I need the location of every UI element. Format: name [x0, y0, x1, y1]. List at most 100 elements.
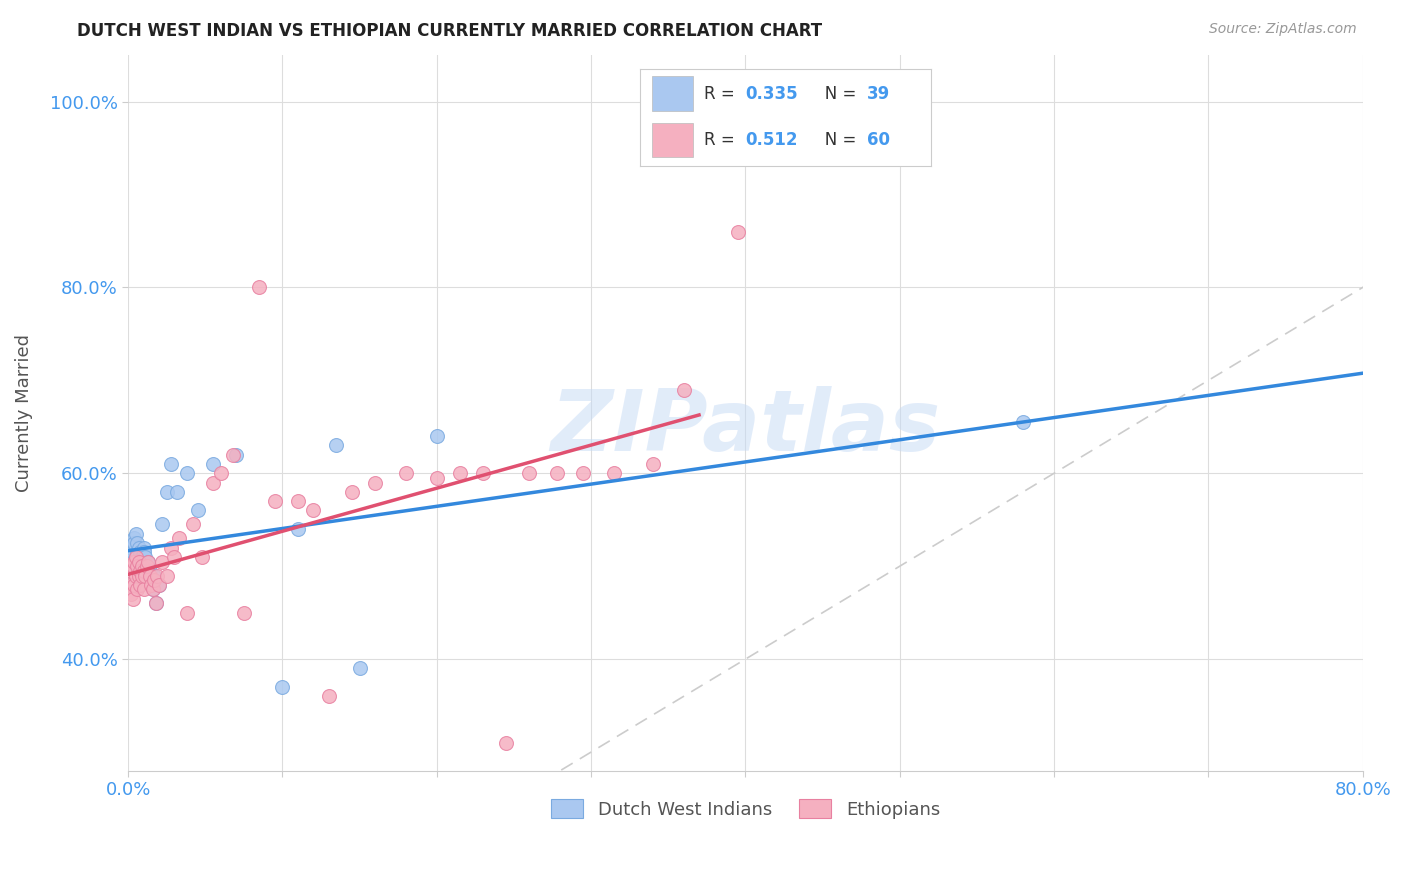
Point: [546, 467, 568, 481]
Point: [118, 578, 141, 592]
Point: [138, 564, 160, 578]
Point: [120, 541, 142, 555]
Point: [127, 559, 149, 574]
Point: [146, 568, 169, 582]
Point: [318, 690, 340, 704]
Point: [129, 564, 152, 578]
Point: [209, 467, 232, 481]
Point: [1012, 415, 1035, 429]
Point: [191, 549, 214, 564]
Point: [131, 555, 153, 569]
Point: [129, 578, 152, 592]
Point: [166, 484, 188, 499]
Point: [141, 578, 163, 592]
Point: [121, 591, 143, 606]
Point: [132, 564, 155, 578]
Legend: Dutch West Indians, Ethiopians: Dutch West Indians, Ethiopians: [543, 792, 948, 826]
Point: [122, 555, 145, 569]
Point: [727, 225, 749, 239]
Point: [138, 568, 160, 582]
Point: [145, 596, 167, 610]
Point: [134, 549, 156, 564]
Point: [136, 555, 159, 569]
Point: [167, 532, 190, 546]
Point: [325, 438, 347, 452]
Point: [127, 536, 149, 550]
Point: [132, 541, 155, 555]
Point: [121, 545, 143, 559]
Point: [129, 545, 152, 559]
Point: [131, 549, 153, 564]
Y-axis label: Currently Married: Currently Married: [15, 334, 32, 491]
Point: [125, 568, 148, 582]
Point: [120, 587, 142, 601]
Point: [129, 559, 152, 574]
Point: [287, 494, 309, 508]
Point: [572, 467, 595, 481]
Point: [125, 549, 148, 564]
Point: [122, 578, 145, 592]
Point: [472, 467, 495, 481]
Point: [131, 568, 153, 582]
Point: [145, 596, 167, 610]
Point: [247, 280, 270, 294]
Point: [201, 457, 224, 471]
Point: [395, 467, 418, 481]
Text: Source: ZipAtlas.com: Source: ZipAtlas.com: [1209, 22, 1357, 37]
Point: [142, 582, 165, 597]
Point: [349, 661, 371, 675]
Point: [131, 559, 153, 574]
Point: [143, 568, 166, 582]
Point: [176, 606, 198, 620]
Point: [135, 559, 157, 574]
Point: [181, 517, 204, 532]
Point: [517, 467, 540, 481]
Point: [201, 475, 224, 490]
Point: [302, 503, 325, 517]
Point: [263, 494, 285, 508]
Point: [340, 484, 363, 499]
Point: [426, 429, 449, 443]
Point: [127, 582, 149, 597]
Point: [141, 578, 163, 592]
Point: [160, 541, 183, 555]
Point: [125, 526, 148, 541]
Point: [135, 559, 157, 574]
Point: [132, 545, 155, 559]
Point: [150, 517, 173, 532]
Point: [125, 549, 148, 564]
Point: [150, 555, 173, 569]
Point: [271, 680, 294, 694]
Point: [156, 484, 179, 499]
Point: [160, 457, 183, 471]
Point: [122, 536, 145, 550]
Point: [672, 383, 695, 397]
Point: [121, 559, 143, 574]
Point: [132, 582, 155, 597]
Point: [156, 568, 179, 582]
Point: [449, 467, 471, 481]
Point: [176, 467, 198, 481]
Point: [426, 471, 449, 485]
Point: [127, 545, 149, 559]
Point: [186, 503, 208, 517]
Text: ZIPatlas: ZIPatlas: [550, 385, 941, 468]
Point: [495, 736, 517, 750]
Point: [232, 606, 254, 620]
Point: [128, 541, 150, 555]
Point: [222, 448, 245, 462]
Point: [603, 467, 626, 481]
Point: [287, 522, 309, 536]
Point: [148, 578, 170, 592]
Point: [128, 568, 150, 582]
Point: [120, 564, 142, 578]
Point: [128, 555, 150, 569]
Point: [136, 555, 159, 569]
Text: DUTCH WEST INDIAN VS ETHIOPIAN CURRENTLY MARRIED CORRELATION CHART: DUTCH WEST INDIAN VS ETHIOPIAN CURRENTLY…: [77, 22, 823, 40]
Point: [225, 448, 247, 462]
Point: [122, 532, 145, 546]
Point: [163, 549, 186, 564]
Point: [364, 475, 387, 490]
Point: [641, 457, 664, 471]
Point: [143, 573, 166, 587]
